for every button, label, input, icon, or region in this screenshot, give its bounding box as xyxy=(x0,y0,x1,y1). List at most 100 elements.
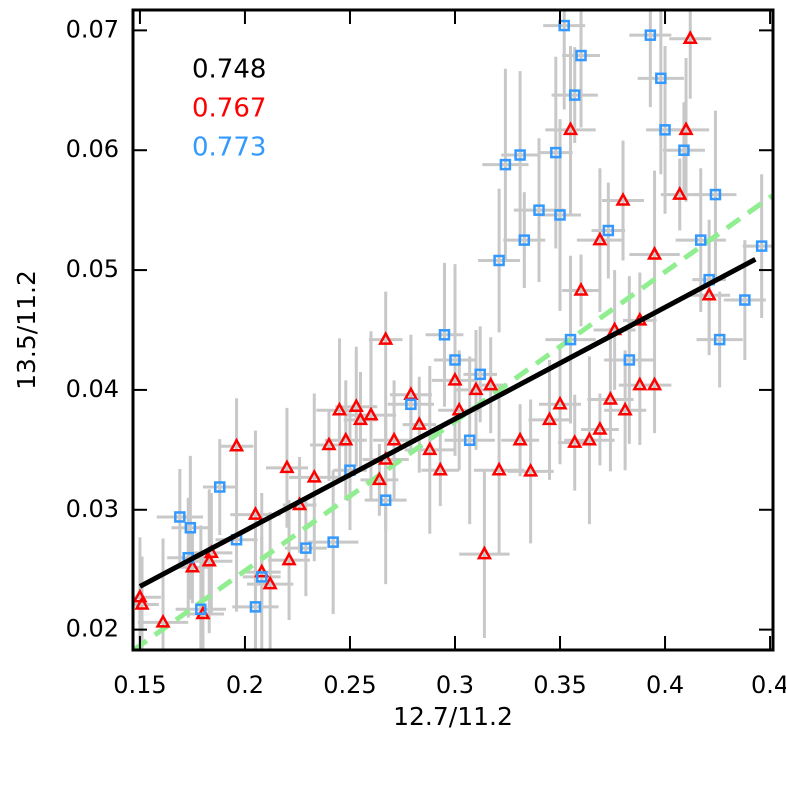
triangle-point xyxy=(281,551,297,566)
square-point xyxy=(438,329,451,341)
square-point xyxy=(405,398,417,411)
square-point xyxy=(195,603,207,616)
triangle-point xyxy=(701,286,717,301)
triangle-point xyxy=(262,575,278,590)
triangle-point xyxy=(573,281,589,296)
triangle-point xyxy=(247,505,264,520)
triangle-point xyxy=(483,376,499,391)
y-tick-label: 0.03 xyxy=(66,495,119,523)
square-point xyxy=(514,149,526,161)
triangle-point xyxy=(306,468,322,483)
triangle-point xyxy=(646,245,663,260)
annotation: 0.767 xyxy=(192,94,266,124)
triangle-point xyxy=(592,420,608,435)
square-point xyxy=(379,494,392,506)
square-point xyxy=(713,333,726,346)
square-point xyxy=(755,240,768,252)
triangle-point xyxy=(432,461,448,476)
square-point xyxy=(213,481,226,493)
triangle-point xyxy=(321,436,337,451)
triangle-point xyxy=(338,431,354,446)
square-point xyxy=(575,49,587,62)
triangle-point xyxy=(352,411,369,426)
square-point xyxy=(709,188,722,201)
square-point xyxy=(174,511,186,523)
square-point xyxy=(678,144,690,156)
x-tick-label: 0.4 xyxy=(646,671,684,699)
square-point xyxy=(463,434,476,447)
triangle-point xyxy=(581,431,598,446)
triangle-point xyxy=(468,381,484,396)
triangle-point xyxy=(371,471,387,486)
square-point xyxy=(493,254,505,267)
plot-area xyxy=(133,10,773,650)
triangle-point xyxy=(411,416,427,430)
square-point xyxy=(249,601,262,613)
triangle-point xyxy=(184,558,201,573)
square-point xyxy=(327,536,339,548)
triangle-point xyxy=(201,552,217,567)
triangle-point xyxy=(476,545,493,560)
square-point xyxy=(644,29,657,41)
square-point xyxy=(694,234,707,246)
square-point xyxy=(550,146,562,159)
square-point xyxy=(184,522,197,534)
y-tick-label: 0.04 xyxy=(66,375,119,403)
y-axis-label: 13.5/11.2 xyxy=(12,270,41,390)
square-point xyxy=(499,158,512,171)
square-point xyxy=(739,294,751,306)
triangle-point xyxy=(632,376,648,391)
triangle-point xyxy=(552,395,568,410)
triangle-point xyxy=(447,371,463,386)
triangle-point xyxy=(682,30,698,45)
triangle-point xyxy=(348,398,364,412)
square-point xyxy=(533,204,545,216)
y-tick-label: 0.06 xyxy=(66,135,119,163)
triangle-point xyxy=(562,121,579,136)
triangle-point xyxy=(602,390,619,405)
triangle-point xyxy=(672,185,688,200)
y-tick-label: 0.07 xyxy=(66,15,119,43)
square-point xyxy=(655,72,667,85)
square-point xyxy=(558,19,570,32)
x-tick-label: 0.25 xyxy=(323,671,376,699)
square-point xyxy=(568,89,581,101)
square-point xyxy=(602,224,615,237)
fit-line xyxy=(138,257,757,589)
triangle-point xyxy=(491,461,507,476)
square-point xyxy=(300,542,312,554)
triangle-point xyxy=(254,563,270,578)
x-tick-label: 0.3 xyxy=(436,671,474,699)
triangle-point xyxy=(155,613,171,628)
square-point xyxy=(659,124,671,136)
triangle-point xyxy=(615,191,631,206)
triangle-point xyxy=(386,431,402,446)
triangle-point xyxy=(567,434,583,448)
triangle-point xyxy=(512,431,528,446)
triangle-point xyxy=(422,441,438,456)
x-axis-label: 12.7/11.2 xyxy=(393,702,513,731)
x-tick-label: 0.35 xyxy=(533,671,586,699)
triangle-point xyxy=(541,411,558,426)
triangle-point xyxy=(646,376,663,391)
triangle-point xyxy=(134,595,150,610)
triangle-point xyxy=(378,330,394,345)
square-point xyxy=(623,354,636,366)
frame xyxy=(131,8,775,652)
x-tick-label: 0.2 xyxy=(226,671,264,699)
square-point xyxy=(564,333,577,346)
triangle-point xyxy=(331,401,348,416)
triangle-point xyxy=(228,437,245,452)
triangle-point xyxy=(522,462,539,477)
square-point xyxy=(474,368,486,381)
annotation: 0.748 xyxy=(192,55,266,85)
triangle-point xyxy=(678,121,694,136)
x-tick-label: 0.4 xyxy=(751,671,786,699)
square-point xyxy=(256,571,268,583)
triangle-point xyxy=(279,459,295,474)
triangle-point xyxy=(363,406,379,421)
annotation: 0.773 xyxy=(192,133,266,163)
square-point xyxy=(518,234,531,246)
y-tick-label: 0.05 xyxy=(66,255,119,283)
